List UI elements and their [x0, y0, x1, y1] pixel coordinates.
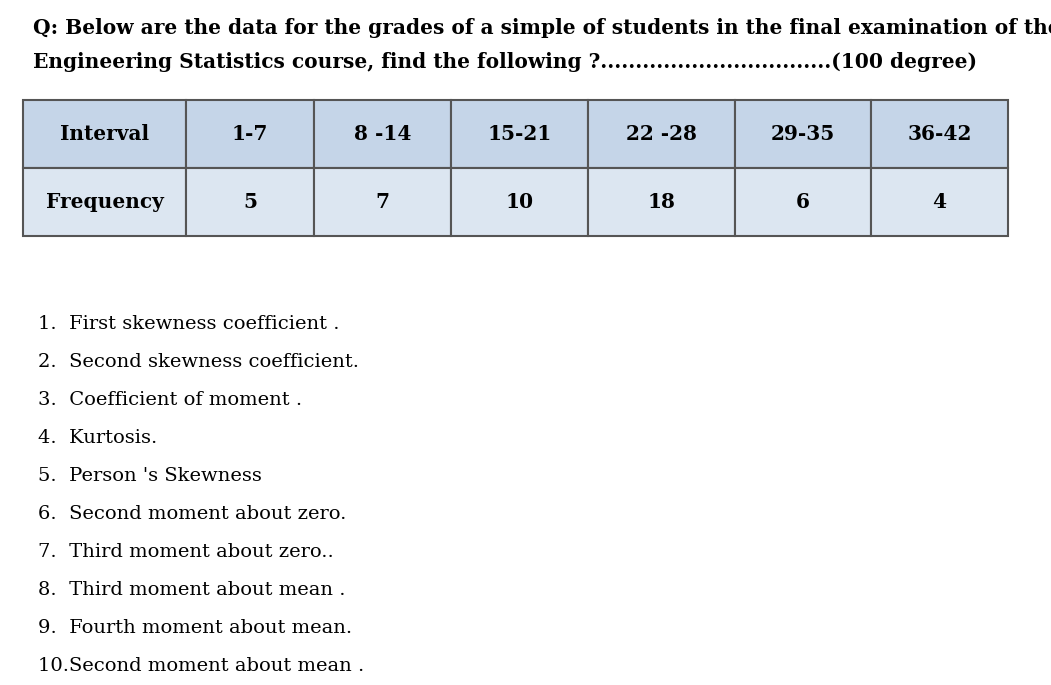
Text: 22 -28: 22 -28 — [625, 124, 697, 144]
Bar — [871, 168, 1008, 236]
Text: 1-7: 1-7 — [232, 124, 268, 144]
Bar — [23, 100, 186, 168]
Text: 29-35: 29-35 — [770, 124, 836, 144]
Bar — [451, 100, 588, 168]
Text: Q: Below are the data for the grades of a simple of students in the final examin: Q: Below are the data for the grades of … — [33, 18, 1051, 38]
Bar — [186, 168, 314, 236]
Text: 18: 18 — [647, 192, 675, 212]
Text: 7: 7 — [375, 192, 390, 212]
Text: Interval: Interval — [60, 124, 149, 144]
Text: 3.  Coefficient of moment .: 3. Coefficient of moment . — [38, 391, 302, 409]
Bar — [588, 100, 735, 168]
Bar — [186, 100, 314, 168]
Text: Frequency: Frequency — [45, 192, 164, 212]
Text: 6: 6 — [796, 192, 810, 212]
Text: 1.  First skewness coefficient .: 1. First skewness coefficient . — [38, 315, 339, 333]
Text: 4.  Kurtosis.: 4. Kurtosis. — [38, 429, 158, 447]
Text: 10: 10 — [506, 192, 533, 212]
Text: 4: 4 — [932, 192, 947, 212]
Bar — [314, 168, 451, 236]
Text: 15-21: 15-21 — [487, 124, 552, 144]
Bar — [735, 100, 871, 168]
Text: 8 -14: 8 -14 — [354, 124, 411, 144]
Text: 5.  Person 's Skewness: 5. Person 's Skewness — [38, 467, 262, 485]
Text: 7.  Third moment about zero..: 7. Third moment about zero.. — [38, 543, 334, 561]
Text: 9.  Fourth moment about mean.: 9. Fourth moment about mean. — [38, 619, 352, 637]
Text: 2.  Second skewness coefficient.: 2. Second skewness coefficient. — [38, 353, 359, 371]
Text: Engineering Statistics course, find the following ?.............................: Engineering Statistics course, find the … — [33, 52, 977, 72]
Text: 8.  Third moment about mean .: 8. Third moment about mean . — [38, 581, 346, 599]
Bar — [314, 100, 451, 168]
Bar — [871, 100, 1008, 168]
Bar — [735, 168, 871, 236]
Text: 6.  Second moment about zero.: 6. Second moment about zero. — [38, 505, 347, 523]
Text: 10.Second moment about mean .: 10.Second moment about mean . — [38, 657, 365, 675]
Bar — [23, 168, 186, 236]
Text: 36-42: 36-42 — [907, 124, 972, 144]
Bar — [588, 168, 735, 236]
Bar — [451, 168, 588, 236]
Text: 5: 5 — [243, 192, 257, 212]
